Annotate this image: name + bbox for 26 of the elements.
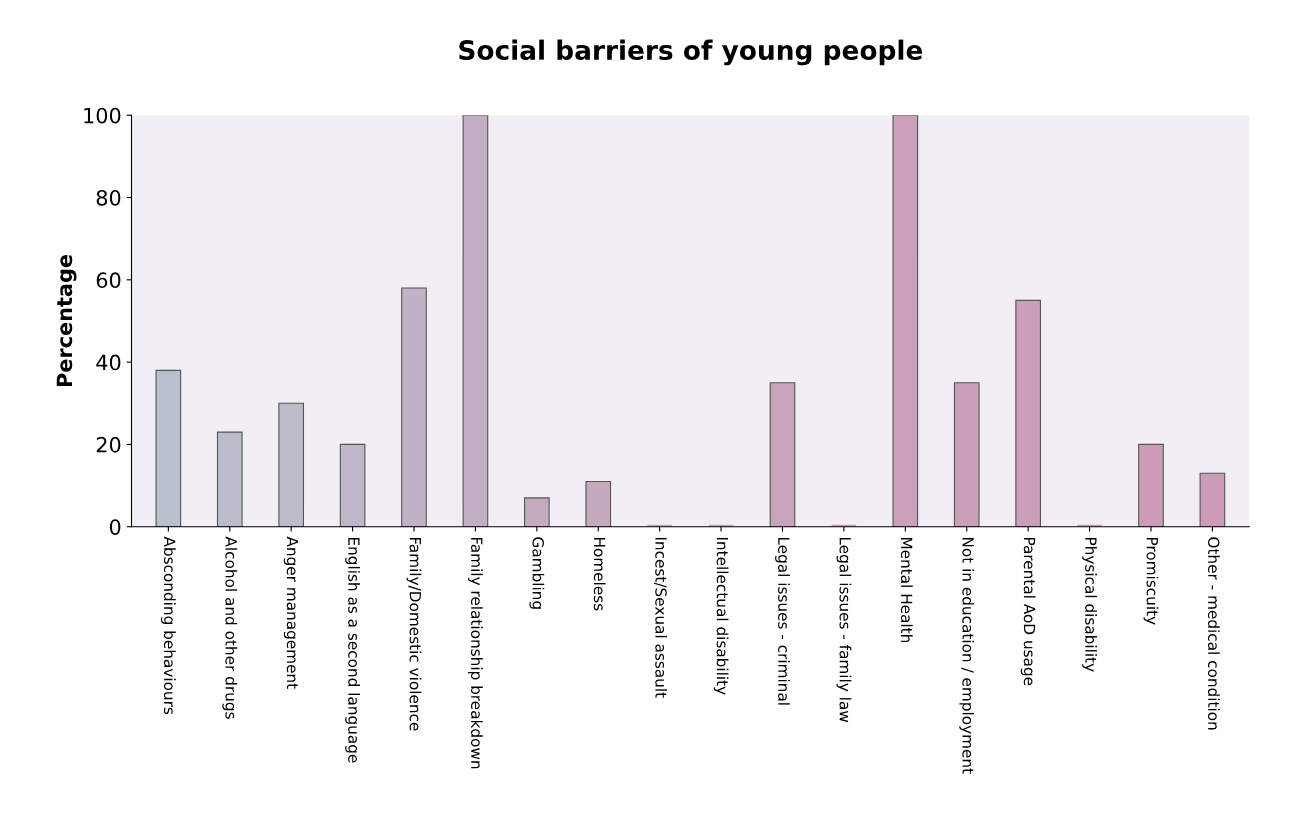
y-tick-label: 0: [109, 519, 121, 535]
x-tick-label: Absconding behaviours: [160, 536, 176, 715]
x-tick-label: Physical disability: [1082, 537, 1097, 672]
x-tick-label: English as a second language: [345, 537, 360, 763]
x-tick-label: Other - medical condition: [1207, 537, 1220, 730]
x-tick-label: Gambling: [529, 537, 545, 609]
y-axis-title: Percentage: [56, 254, 77, 387]
x-tick-label: Homeless: [593, 537, 606, 611]
x-tick-label: Incest/Sexual assault: [654, 537, 668, 698]
x-tick-label: Legal issues - criminal: [775, 537, 790, 705]
y-tick-label: 40: [96, 354, 121, 371]
x-tick-label: Alcohol and other drugs: [222, 536, 238, 719]
x-tick-label: Promiscuity: [1143, 537, 1159, 625]
x-tick-label: Anger management: [283, 536, 299, 689]
x-tick-label: Mental Health: [900, 537, 913, 643]
x-tick-label: Parental AoD usage: [1020, 537, 1036, 686]
y-tick-label: 80: [96, 189, 121, 206]
x-tick-label: Intellectual disability: [713, 537, 729, 695]
x-tick-label: Family/Domestic violence: [406, 537, 422, 731]
y-tick-label: 100: [84, 107, 121, 124]
y-tick-label: 20: [96, 436, 121, 453]
x-tick-label: Family relationship breakdown: [468, 537, 483, 769]
y-tick-label: 60: [96, 272, 121, 289]
x-tick-label: Legal issues - family law: [836, 537, 852, 723]
chart-title: Social barriers of young people: [459, 39, 923, 66]
x-tick-label: Not in education / employment: [959, 537, 975, 774]
